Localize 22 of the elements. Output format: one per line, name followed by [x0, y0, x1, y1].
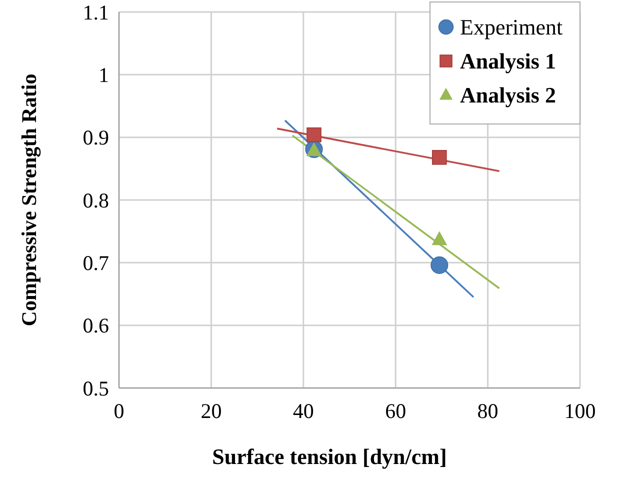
x-tick-label: 20 — [200, 399, 222, 423]
x-tick-label: 60 — [385, 399, 406, 423]
point — [430, 256, 448, 274]
y-axis-title: Compressive Strength Ratio — [17, 74, 41, 326]
legend-label: Analysis 1 — [460, 48, 556, 74]
y-tick-label: 1.1 — [82, 0, 109, 24]
legend-label: Analysis 2 — [460, 82, 556, 108]
point — [432, 231, 448, 246]
y-tick-label: 0.6 — [82, 314, 109, 338]
point — [432, 150, 447, 165]
legend-label: Experiment — [460, 14, 563, 40]
y-tick-label: 0.9 — [82, 126, 109, 150]
x-tick-label: 80 — [477, 399, 498, 423]
x-tick-label: 40 — [292, 399, 314, 423]
y-tick-label: 0.5 — [82, 376, 109, 400]
x-tick-label: 100 — [564, 399, 596, 423]
y-tick-label: 1 — [98, 63, 109, 88]
point — [306, 127, 322, 142]
x-tick-label: 0 — [114, 399, 124, 423]
y-tick-label: 0.8 — [82, 188, 109, 212]
y-tick-label: 0.7 — [82, 251, 109, 276]
x-axis-title: Surface tension [dyn/cm] — [212, 444, 447, 469]
